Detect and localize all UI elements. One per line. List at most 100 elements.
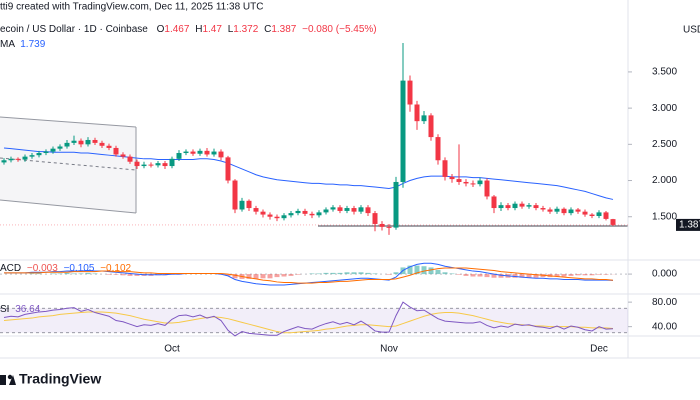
candle-body [386, 226, 392, 228]
ohlc-key: H [195, 24, 202, 35]
macd-hist-bar [316, 273, 322, 275]
candle-body [393, 181, 399, 228]
candle-body [533, 205, 539, 209]
candle-body [372, 213, 378, 224]
macd-hist-bar [603, 274, 609, 275]
macd-legend: ACD −0.003 −0.105 −0.102 [0, 263, 132, 274]
signal-line [4, 267, 614, 284]
candle-body [463, 181, 469, 184]
macd-hist-bar [456, 274, 462, 275]
macd-hist-bar [225, 274, 231, 276]
macd-hist-bar [57, 273, 63, 275]
candle-body [36, 153, 42, 156]
candle-body [225, 157, 231, 181]
x-tick-label: Nov [380, 344, 398, 355]
macd-hist-bar [421, 266, 427, 275]
macd-hist-bar [414, 265, 420, 275]
rsi-line [3, 301, 614, 337]
candle-body [428, 115, 434, 138]
macd-hist-bar [533, 274, 539, 278]
candle-body [351, 208, 357, 212]
plot-layer: 3.500 3.000 2.500 2.000 1.500 Oct Nov Dec 1.387 0… [0, 42, 700, 355]
macd-hist-value: −0.003 [27, 263, 58, 274]
candle-body [295, 210, 301, 214]
macd-hist-bar [323, 272, 329, 275]
candle-body [134, 161, 140, 167]
candle-body [603, 212, 609, 219]
macd-hist-bar [470, 274, 476, 277]
candle-body [99, 142, 105, 146]
candle-body [337, 207, 343, 211]
macd-hist-bar [64, 272, 70, 275]
ma-value: 1.739 [20, 39, 45, 50]
channel-mid [0, 157, 137, 171]
macd-hist-bar [120, 274, 126, 276]
macd-hist-bar [106, 274, 112, 275]
candle-body [211, 151, 217, 155]
candle-body [162, 163, 168, 167]
macd-hist-bar [442, 272, 448, 275]
candle-body [113, 147, 119, 155]
macd-hist-bar [246, 274, 252, 279]
candle-body [1, 160, 7, 163]
macd-value: −0.105 [64, 263, 95, 274]
candle-body [596, 212, 602, 217]
macd-hist-bar [519, 274, 525, 278]
candle-body [281, 215, 287, 219]
y-tick-label: 2.500 [652, 139, 677, 150]
candle-body [414, 104, 420, 122]
candle-body [456, 179, 462, 182]
change: −0.080 (−5.45%) [302, 24, 377, 35]
candle-body [547, 209, 553, 212]
macd-hist-bar [330, 272, 336, 275]
candle-body [141, 164, 147, 167]
ohlc-key: L [228, 24, 234, 35]
candle-body [218, 151, 224, 158]
channel-fill [0, 117, 136, 213]
macd-hist-bar [78, 273, 84, 275]
candle-body [505, 205, 511, 209]
currency: USD [683, 25, 700, 36]
candle-body [197, 150, 203, 154]
price-tag-label: 1.387 [679, 220, 700, 231]
candle-body [589, 214, 595, 217]
candle-body [176, 153, 182, 159]
candle-body [267, 214, 273, 217]
candle-body [526, 205, 532, 207]
candle-body [365, 207, 371, 214]
candle-body [407, 80, 413, 105]
candle-body [491, 196, 497, 209]
symbol-legend: ecoin / US Dollar · 1D · Coinbase O1.467… [0, 24, 377, 35]
candle-body [64, 142, 70, 147]
candle-body [120, 154, 126, 157]
candle-body [260, 211, 266, 215]
x-tick-label: Oct [164, 344, 180, 355]
macd-hist-bar [589, 274, 595, 276]
price-tag [676, 218, 700, 231]
candle-body [127, 156, 133, 162]
candle-body [309, 213, 315, 216]
macd-hist-bar [561, 274, 567, 277]
logo: TradingView [0, 371, 101, 387]
candle-body [106, 145, 112, 148]
candle-body [477, 180, 483, 185]
macd-hist-bar [344, 272, 350, 275]
candle-body [204, 150, 210, 155]
candle-body [512, 203, 518, 209]
candle-body [568, 209, 574, 214]
candle-body [435, 137, 441, 161]
channel-bottom [0, 199, 137, 214]
candle-body [148, 164, 154, 166]
y-tick-label: 40.00 [652, 321, 677, 332]
y-tick-label: 1.500 [652, 211, 677, 222]
logo-mark [0, 375, 6, 385]
candle-body [50, 148, 56, 152]
candle-body [582, 211, 588, 215]
macd-hist-bar [134, 274, 140, 276]
rsi-ma-line [3, 311, 614, 334]
macd-hist-bar [92, 273, 98, 275]
candle-body [561, 208, 567, 214]
symbol: ecoin / US Dollar · 1D · Coinbase [0, 24, 148, 35]
candle-body [239, 200, 245, 210]
